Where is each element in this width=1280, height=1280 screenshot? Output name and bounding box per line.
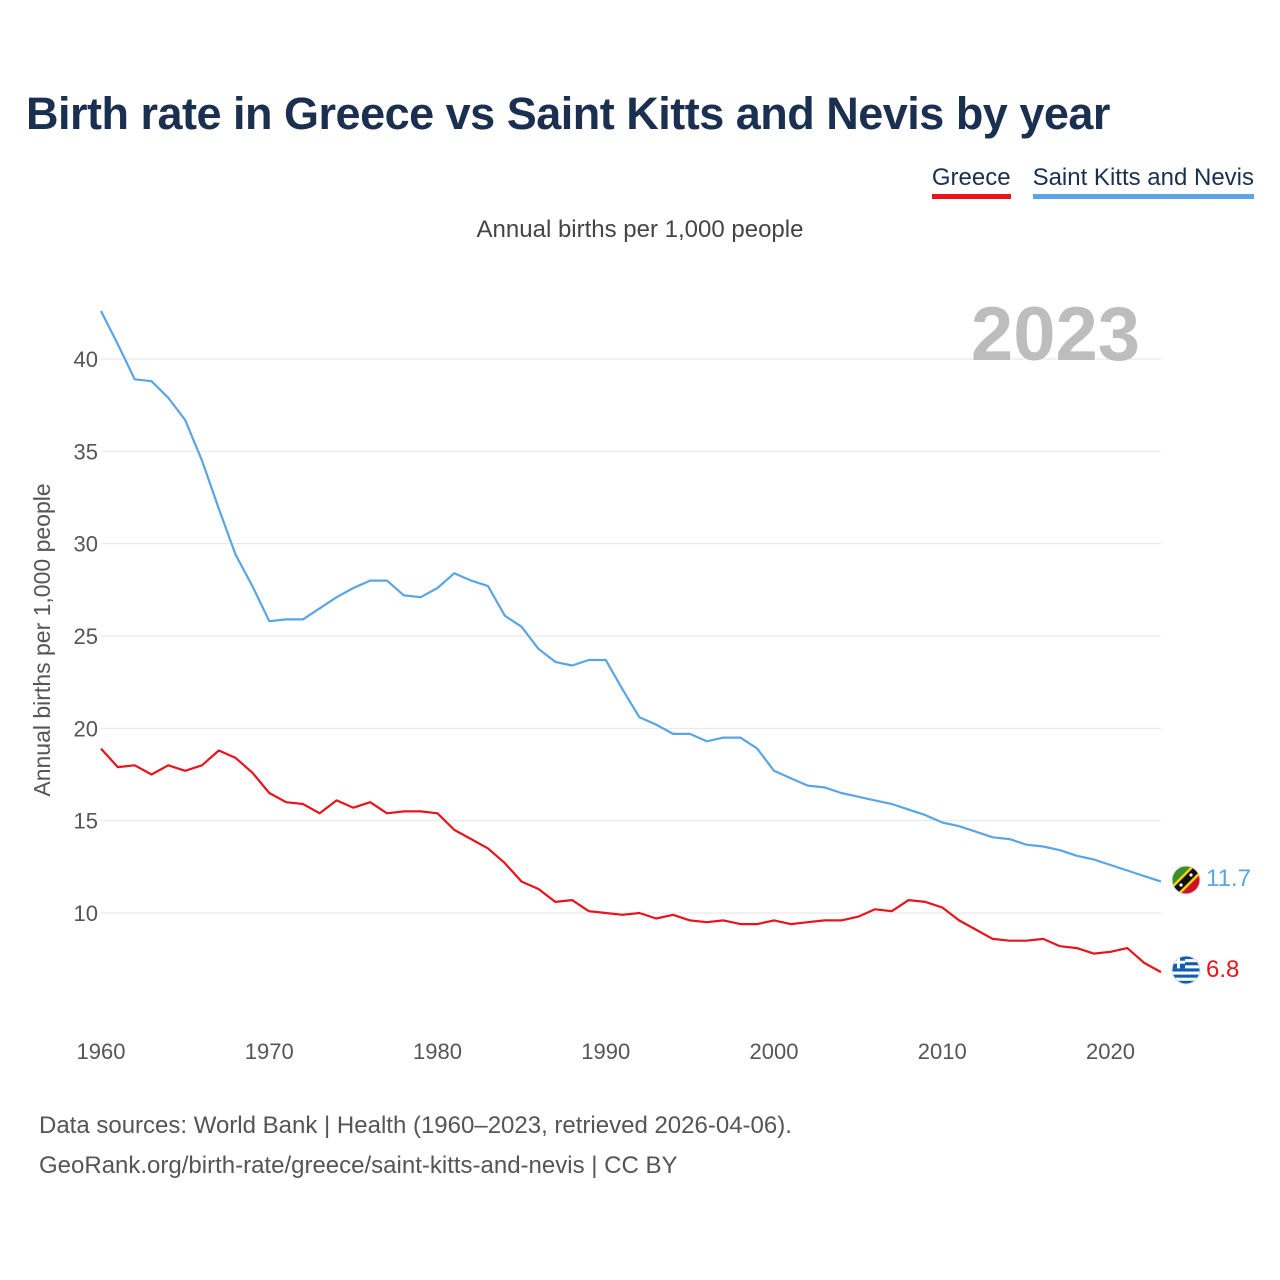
x-tick-label: 1980 bbox=[413, 1039, 462, 1064]
y-tick-label: 30 bbox=[74, 532, 98, 557]
x-tick-label: 2000 bbox=[750, 1039, 799, 1064]
sources-line-2[interactable]: GeoRank.org/birth-rate/greece/saint-kitt… bbox=[39, 1152, 678, 1179]
series-line-saint-kitts-and-nevis[interactable] bbox=[100, 310, 1162, 883]
end-label-greece: 6.8 bbox=[1206, 956, 1239, 983]
x-tick-label: 1970 bbox=[245, 1039, 294, 1064]
end-label-saint-kitts-and-nevis: 11.7 bbox=[1206, 865, 1251, 892]
y-axis-label: Annual births per 1,000 people bbox=[29, 483, 55, 796]
axis-labels: 10 15 20 25 30 35 40 1960 1970 1980 1990 2000 2010 20… bbox=[74, 347, 1135, 1064]
saint-kitts-and-nevis-flag-icon bbox=[1172, 866, 1200, 894]
gridlines bbox=[101, 358, 1161, 914]
series-line-greece[interactable] bbox=[100, 747, 1162, 974]
x-tick-label: 1960 bbox=[77, 1039, 126, 1064]
y-tick-label: 25 bbox=[74, 624, 98, 649]
chart-subtitle: Annual births per 1,000 people bbox=[476, 216, 804, 243]
legend-item-greece[interactable]: Greece bbox=[931, 164, 1011, 199]
y-tick-label: 20 bbox=[74, 716, 98, 741]
greece-flag-border bbox=[1171, 955, 1201, 985]
data-sources: Data sources: World Bank | Health (1960–… bbox=[39, 1106, 792, 1186]
x-tick-label: 2020 bbox=[1086, 1039, 1135, 1064]
chart-legend: Greece Saint Kitts and Nevis bbox=[931, 164, 1254, 199]
x-tick-label: 1990 bbox=[581, 1039, 630, 1064]
y-tick-label: 35 bbox=[74, 439, 98, 464]
x-tick-label: 2010 bbox=[918, 1039, 967, 1064]
year-watermark: 2023 bbox=[971, 292, 1140, 377]
legend-item-saint-kitts-and-nevis[interactable]: Saint Kitts and Nevis bbox=[1032, 164, 1254, 199]
y-tick-label: 40 bbox=[74, 347, 98, 372]
series-lines bbox=[100, 310, 1162, 974]
saint-kitts-and-nevis-flag-border bbox=[1171, 865, 1201, 895]
chart-title: Birth rate in Greece vs Saint Kitts and … bbox=[26, 88, 1110, 139]
y-tick-label: 10 bbox=[74, 901, 98, 926]
y-tick-label: 15 bbox=[74, 809, 98, 834]
sources-line-1: Data sources: World Bank | Health (1960–… bbox=[39, 1112, 792, 1139]
